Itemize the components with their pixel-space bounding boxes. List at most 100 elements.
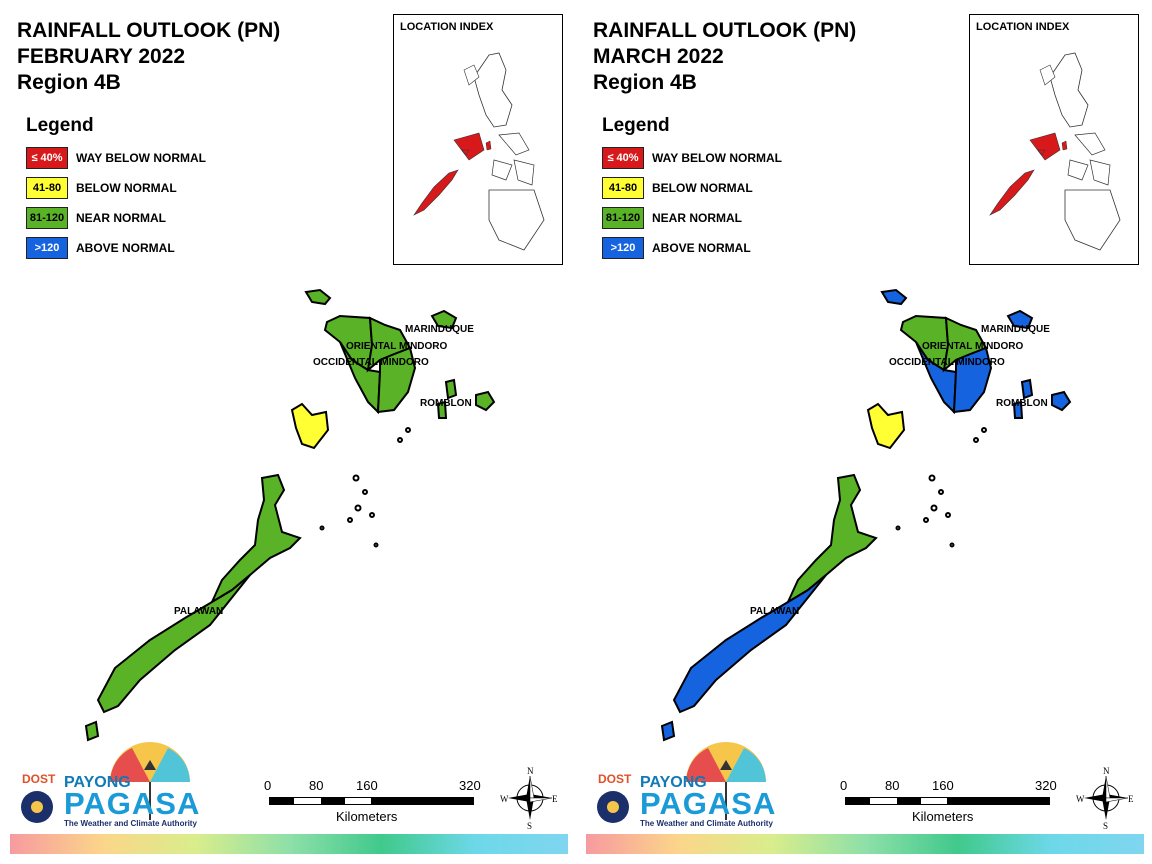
oriental-mindoro-south <box>952 346 993 414</box>
balabac-island <box>84 720 100 742</box>
legend-item-below: 41-80 BELOW NORMAL <box>26 177 246 199</box>
legend-label: ABOVE NORMAL <box>76 241 175 255</box>
scale-tick: 80 <box>885 778 900 793</box>
label-palawan: PALAWAN <box>750 606 799 617</box>
palawan-north <box>785 473 878 605</box>
compass-n: N <box>1103 766 1110 776</box>
north-arrow-icon: N E S W <box>1076 765 1136 831</box>
scale-tick: 0 <box>264 778 272 793</box>
scale-tick: 320 <box>1035 778 1057 793</box>
palawan-south <box>96 574 251 714</box>
marinduque-region <box>430 309 458 330</box>
compass-s: S <box>1103 821 1108 831</box>
legend-label: WAY BELOW NORMAL <box>76 151 207 165</box>
lubang-region <box>304 288 332 306</box>
legend: Legend ≤ 40% WAY BELOW NORMAL 41-80 BELO… <box>26 115 246 267</box>
legend-swatch: 41-80 <box>602 177 644 199</box>
balabac-island <box>660 720 676 742</box>
philippines-outline <box>989 52 1121 251</box>
title-line-1: RAINFALL OUTLOOK (PN) <box>17 19 281 42</box>
legend-label: NEAR NORMAL <box>652 211 742 225</box>
legend-item-near: 81-120 NEAR NORMAL <box>26 207 246 229</box>
compass-e: E <box>1128 794 1134 804</box>
title-line-3: Region 4B <box>17 71 121 94</box>
legend-swatch: 41-80 <box>26 177 68 199</box>
legend-title: Legend <box>602 115 670 136</box>
label-romblon: ROMBLON <box>420 398 472 409</box>
region-map: MARINDUQUE ORIENTAL MINDORO OCCIDENTAL M… <box>84 288 496 742</box>
footer-gradient-bar <box>10 834 568 854</box>
romblon-region <box>444 378 458 400</box>
legend-swatch: >120 <box>26 237 68 259</box>
legend: Legend ≤ 40% WAY BELOW NORMAL 41-80 BELO… <box>602 115 822 267</box>
romblon-region <box>1051 390 1072 412</box>
title-line-2: FEBRUARY 2022 <box>17 45 186 68</box>
romblon-region <box>475 390 496 412</box>
oriental-mindoro-south <box>376 346 417 414</box>
title-line-3: Region 4B <box>593 71 697 94</box>
legend-label: BELOW NORMAL <box>76 181 177 195</box>
location-index-map: LOCATION INDEX <box>969 14 1139 265</box>
legend-label: BELOW NORMAL <box>652 181 753 195</box>
scale-bar: 0 80 160 320 Kilometers <box>264 776 494 836</box>
palawan-south <box>672 574 827 714</box>
compass-n: N <box>527 766 534 776</box>
legend-item-near: 81-120 NEAR NORMAL <box>602 207 822 229</box>
pagasa-logo: DOST PAYONG PAGASA The Weather and Clima… <box>590 740 790 830</box>
payong-text: PAYONG <box>640 774 707 791</box>
legend-item-above: >120 ABOVE NORMAL <box>26 237 246 259</box>
legend-swatch: ≤ 40% <box>602 147 644 169</box>
panel-february: RAINFALL OUTLOOK (PN) FEBRUARY 2022 Regi… <box>10 14 568 854</box>
label-palawan: PALAWAN <box>174 606 223 617</box>
location-index-title: LOCATION INDEX <box>400 21 494 33</box>
legend-label: NEAR NORMAL <box>76 211 166 225</box>
scale-tick: 160 <box>356 778 378 793</box>
payong-text: PAYONG <box>64 774 131 791</box>
legend-swatch: 81-120 <box>602 207 644 229</box>
tagline: The Weather and Climate Authority <box>640 819 773 828</box>
legend-title: Legend <box>26 115 94 136</box>
scale-bar-graphic <box>845 797 1050 805</box>
legend-swatch: >120 <box>602 237 644 259</box>
compass-w: W <box>500 794 509 804</box>
title-line-2: MARCH 2022 <box>593 45 724 68</box>
legend-label: WAY BELOW NORMAL <box>652 151 783 165</box>
pagasa-text: PAGASA <box>640 786 777 821</box>
pagasa-text: PAGASA <box>64 786 201 821</box>
scale-unit-label: Kilometers <box>336 809 398 824</box>
title-block: RAINFALL OUTLOOK (PN) FEBRUARY 2022 Regi… <box>17 18 280 96</box>
cuyo-islets <box>319 427 411 548</box>
panel-march: RAINFALL OUTLOOK (PN) MARCH 2022 Region … <box>576 0 1152 864</box>
scale-tick: 320 <box>459 778 481 793</box>
label-occidental-mindoro: OCCIDENTAL MINDORO <box>889 357 1005 368</box>
legend-item-below: 41-80 BELOW NORMAL <box>602 177 822 199</box>
palawan-north <box>209 473 302 605</box>
location-index-map: LOCATION INDEX <box>393 14 563 265</box>
lubang-region <box>880 288 908 306</box>
legend-swatch: 81-120 <box>26 207 68 229</box>
legend-item-way-below: ≤ 40% WAY BELOW NORMAL <box>602 147 822 169</box>
umbrella-logo-graphic <box>21 742 190 823</box>
dost-logo-text: DOST <box>22 772 56 786</box>
scale-bar-graphic <box>269 797 474 805</box>
label-oriental-mindoro: ORIENTAL MINDORO <box>922 341 1024 352</box>
label-marinduque: MARINDUQUE <box>405 324 474 335</box>
pagasa-logo: DOST PAYONG PAGASA The Weather and Clima… <box>14 740 214 830</box>
scale-tick: 80 <box>309 778 324 793</box>
compass-s: S <box>527 821 532 831</box>
title-block: RAINFALL OUTLOOK (PN) MARCH 2022 Region … <box>593 18 856 96</box>
region-map: MARINDUQUE ORIENTAL MINDORO OCCIDENTAL M… <box>660 288 1072 742</box>
marinduque-region <box>1006 309 1034 330</box>
label-romblon: ROMBLON <box>996 398 1048 409</box>
umbrella-logo-graphic <box>597 742 766 823</box>
legend-item-way-below: ≤ 40% WAY BELOW NORMAL <box>26 147 246 169</box>
calamian-region <box>290 402 330 450</box>
scale-tick: 0 <box>840 778 848 793</box>
label-occidental-mindoro: OCCIDENTAL MINDORO <box>313 357 429 368</box>
legend-label: ABOVE NORMAL <box>652 241 751 255</box>
title-line-1: RAINFALL OUTLOOK (PN) <box>593 19 857 42</box>
romblon-region <box>1020 378 1034 400</box>
philippines-outline <box>413 52 545 251</box>
location-index-title: LOCATION INDEX <box>976 21 1070 33</box>
tagline: The Weather and Climate Authority <box>64 819 197 828</box>
